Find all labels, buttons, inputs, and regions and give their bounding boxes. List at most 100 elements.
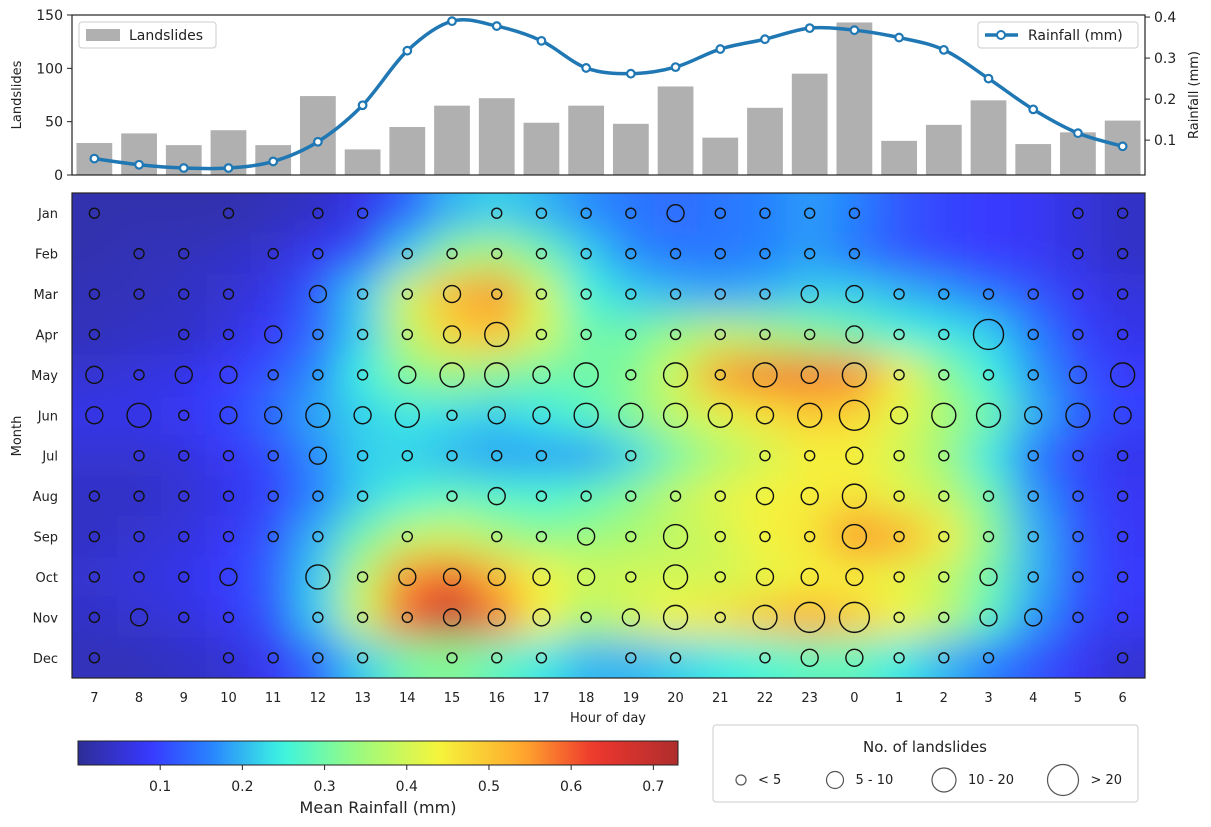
month-tick-label: Sep bbox=[33, 531, 58, 546]
landslide-bubble bbox=[714, 247, 726, 260]
heatmap-cell bbox=[161, 193, 207, 234]
landslide-bubble bbox=[845, 284, 864, 304]
landslide-bubble bbox=[759, 450, 771, 462]
bubble-legend-marker bbox=[1046, 763, 1080, 797]
heatmap-cell bbox=[1055, 637, 1101, 678]
heatmap-cell bbox=[250, 314, 297, 356]
landslide-bubble bbox=[439, 362, 465, 388]
landslide-bubble bbox=[401, 288, 414, 300]
heatmap-cell bbox=[295, 516, 341, 558]
heatmap-cell bbox=[116, 556, 162, 598]
landslide-bubble bbox=[222, 490, 235, 502]
landslide-bubble bbox=[487, 608, 506, 627]
landslide-bubble bbox=[401, 450, 414, 462]
heatmap-cell bbox=[787, 556, 833, 598]
heatmap-cell bbox=[519, 637, 565, 678]
heatmap-cell bbox=[429, 516, 475, 558]
landslide-bubble bbox=[398, 567, 417, 587]
heatmap-cell bbox=[563, 395, 609, 436]
heatmap-cell bbox=[384, 354, 431, 396]
heatmap-cell bbox=[1100, 395, 1145, 436]
colorbar-gradient bbox=[77, 740, 679, 766]
heatmap-cell bbox=[697, 597, 744, 639]
heatmap-cell bbox=[832, 233, 878, 275]
bubble-legend-items: < 5 5 - 10 10 - 20 > 20 bbox=[735, 763, 1122, 797]
landslide-bubble bbox=[133, 571, 145, 583]
heatmap-cell bbox=[295, 597, 341, 639]
landslide-bubble bbox=[446, 409, 458, 421]
rainfall-point bbox=[312, 136, 323, 147]
heatmap-cell bbox=[876, 233, 922, 275]
heatmap-cell bbox=[653, 273, 699, 315]
heatmap-cell bbox=[697, 475, 744, 517]
hour-tick-label: 12 bbox=[310, 691, 327, 706]
heatmap-cell bbox=[519, 273, 565, 315]
rainfall-point bbox=[223, 163, 234, 173]
heatmap-cell bbox=[1055, 597, 1101, 639]
landslide-bubble bbox=[1072, 288, 1084, 300]
landslide-bubble bbox=[1116, 288, 1129, 300]
landslide-bubble bbox=[982, 652, 995, 664]
heatmap-cell bbox=[697, 637, 744, 678]
landslide-bubble bbox=[662, 523, 689, 550]
colorbar-tick-label: 0.6 bbox=[560, 779, 582, 795]
landslide-bubble bbox=[625, 288, 637, 300]
heatmap-cell bbox=[1010, 435, 1057, 477]
month-tick-label: Aug bbox=[33, 490, 58, 505]
heatmap-cell bbox=[563, 354, 609, 396]
landslide-bubble bbox=[133, 450, 145, 462]
landslide-bar bbox=[344, 149, 381, 175]
rainfall-point bbox=[447, 16, 457, 27]
heatmap-cell bbox=[653, 597, 699, 639]
landslide-bubble bbox=[938, 288, 950, 300]
landslide-bubble bbox=[356, 611, 369, 624]
heatmap-cell bbox=[340, 475, 386, 517]
heatmap-cell bbox=[653, 233, 699, 275]
heatmap-cell bbox=[787, 233, 833, 275]
heatmap-cell bbox=[1010, 475, 1057, 517]
rainfall-point bbox=[178, 163, 189, 173]
heatmap-cell bbox=[653, 193, 699, 234]
landslide-bubble bbox=[356, 369, 369, 381]
heatmap-cell bbox=[519, 314, 565, 356]
landslide-bubble bbox=[893, 328, 905, 341]
heatmap-cell bbox=[1100, 354, 1145, 396]
heatmap-cell bbox=[429, 475, 475, 517]
heatmap-cell bbox=[653, 435, 699, 477]
heatmap-cell bbox=[474, 354, 520, 396]
heatmap-cell bbox=[876, 395, 922, 436]
heatmap-cell bbox=[966, 516, 1012, 558]
heatmap-cell bbox=[250, 637, 297, 678]
landslide-bubble bbox=[893, 571, 905, 583]
landslide-bubble bbox=[759, 288, 771, 300]
left-y-axis-label: Landslides bbox=[10, 60, 25, 129]
landslide-bubble bbox=[88, 490, 101, 502]
month-tick-label: May bbox=[31, 369, 58, 384]
landslide-bubble bbox=[979, 608, 998, 627]
hour-tick-label: 9 bbox=[180, 691, 188, 706]
bubble-legend-title: No. of landslides bbox=[863, 738, 987, 756]
heatmap-cell bbox=[474, 516, 520, 558]
heatmap-cell bbox=[384, 193, 431, 234]
landslide-bubble bbox=[305, 564, 331, 590]
heatmap-cell bbox=[116, 193, 162, 234]
landslide-bubble bbox=[975, 402, 1002, 428]
landslide-bubble bbox=[625, 328, 637, 341]
line-legend-box bbox=[977, 21, 1139, 49]
heatmap-cell bbox=[921, 354, 967, 396]
heatmap-cell bbox=[1010, 314, 1057, 356]
heatmap-cell bbox=[206, 193, 252, 234]
heatmap-cell bbox=[474, 395, 520, 436]
right-tick-label: 0.1 bbox=[1154, 133, 1176, 149]
landslide-bubble bbox=[893, 450, 905, 462]
landslide-bubble bbox=[841, 483, 868, 509]
heatmap-cell bbox=[206, 354, 252, 396]
landslide-bar bbox=[434, 105, 470, 175]
landslide-bubble bbox=[889, 406, 909, 425]
heatmap-cell bbox=[608, 314, 654, 356]
colorbar-tick-label: 0.3 bbox=[313, 779, 335, 795]
heatmap-cell bbox=[72, 637, 118, 678]
heatmap-cell bbox=[72, 314, 118, 356]
landslide-bar bbox=[925, 124, 962, 175]
heatmap-cell bbox=[787, 637, 833, 678]
